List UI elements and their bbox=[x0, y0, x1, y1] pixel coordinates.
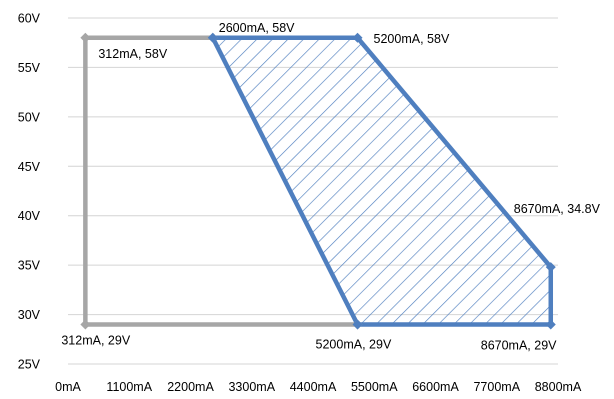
data-label: 5200mA, 58V bbox=[374, 32, 450, 46]
data-label: 5200mA, 29V bbox=[316, 337, 392, 351]
data-label: 8670mA, 29V bbox=[481, 338, 557, 352]
x-tick-label: 7700mA bbox=[473, 380, 520, 394]
y-tick-label: 40V bbox=[18, 209, 41, 223]
x-tick-label: 3300mA bbox=[228, 380, 275, 394]
data-point-marker bbox=[80, 32, 91, 43]
tick-labels: 25V 30V 35V 40V 45V 50V 55V 60V 0mA 1100mA 2200mA 3… bbox=[18, 12, 582, 395]
hatch-fill-area bbox=[212, 37, 551, 325]
x-tick-label: 1100mA bbox=[106, 380, 152, 394]
x-tick-label: 6600mA bbox=[412, 380, 459, 394]
data-label: 2600mA, 58V bbox=[219, 21, 295, 35]
series-layer bbox=[83, 35, 554, 327]
data-point-marker bbox=[352, 319, 363, 330]
data-point-marker bbox=[545, 262, 556, 273]
x-tick-label: 0mA bbox=[55, 380, 81, 394]
data-point-marker bbox=[207, 32, 218, 43]
x-tick-label: 4400mA bbox=[290, 380, 337, 394]
data-label: 312mA, 58V bbox=[98, 47, 167, 61]
y-tick-label: 60V bbox=[18, 12, 41, 26]
data-point-marker bbox=[352, 32, 363, 43]
y-tick-label: 35V bbox=[18, 259, 41, 273]
y-tick-label: 30V bbox=[18, 308, 41, 322]
x-tick-label: 2200mA bbox=[167, 380, 214, 394]
data-label: 312mA, 29V bbox=[61, 333, 130, 347]
y-tick-label: 55V bbox=[18, 61, 41, 75]
series-line bbox=[209, 35, 554, 327]
data-point-marker bbox=[545, 319, 556, 330]
y-tick-label: 25V bbox=[18, 358, 41, 372]
marker-layer bbox=[80, 32, 556, 330]
x-tick-label: 5500mA bbox=[351, 380, 398, 394]
data-point-marker bbox=[80, 319, 91, 330]
y-tick-label: 45V bbox=[18, 160, 41, 174]
series-line bbox=[83, 35, 358, 327]
y-tick-label: 50V bbox=[18, 110, 41, 124]
data-labels: 312mA, 58V 312mA, 29V 2600mA, 58V 5200mA, 5… bbox=[61, 21, 600, 353]
data-label: 8670mA, 34.8V bbox=[514, 202, 601, 216]
x-tick-label: 8800mA bbox=[535, 380, 582, 394]
